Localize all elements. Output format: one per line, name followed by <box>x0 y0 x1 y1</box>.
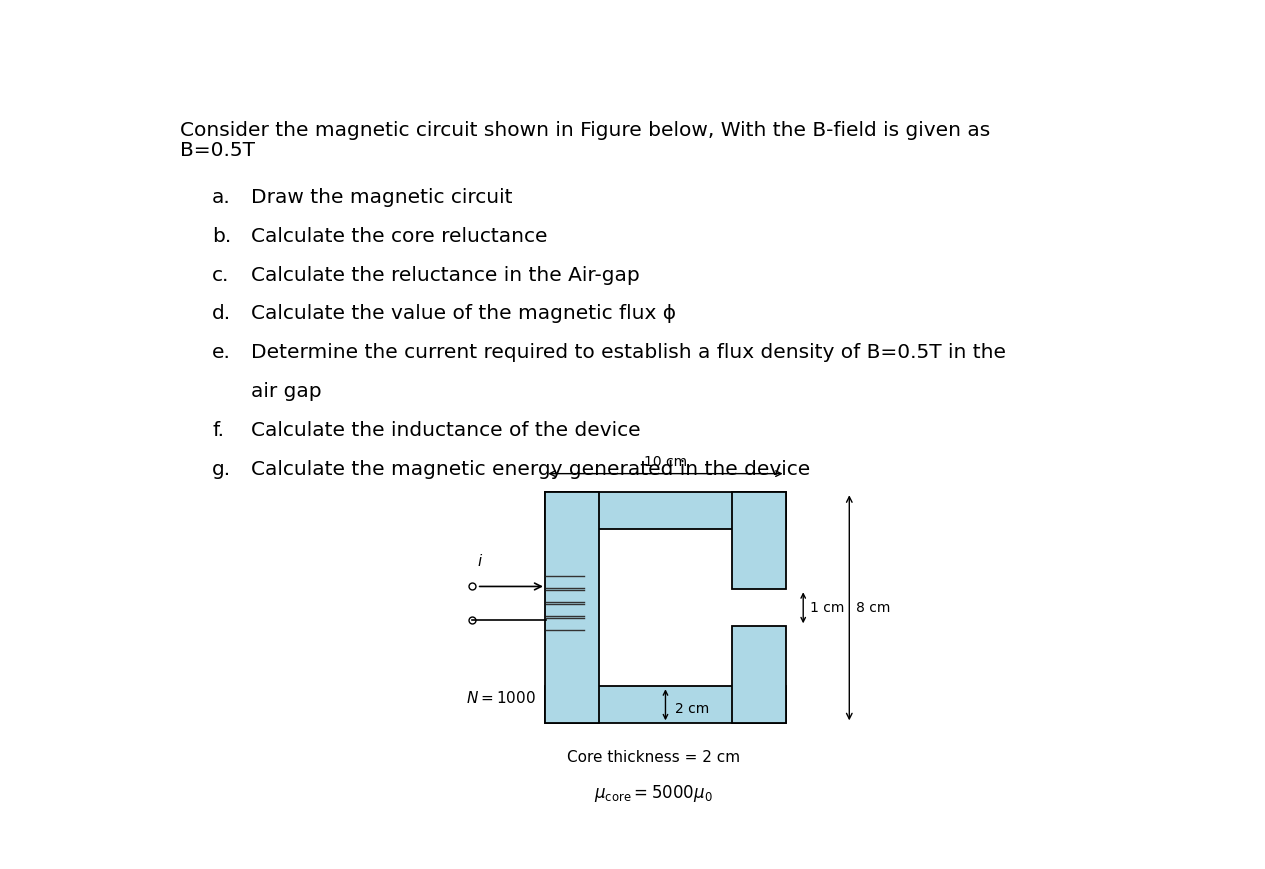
Bar <box>731 493 786 589</box>
Bar <box>545 493 786 529</box>
Text: 1 cm: 1 cm <box>810 600 845 614</box>
Text: a.: a. <box>213 188 230 207</box>
Text: 10 cm: 10 cm <box>644 455 687 469</box>
Text: Calculate the core reluctance: Calculate the core reluctance <box>252 227 548 246</box>
Text: $\mu_{\rm core} = 5000\mu_0$: $\mu_{\rm core} = 5000\mu_0$ <box>595 784 712 805</box>
Text: c.: c. <box>213 266 229 284</box>
Bar <box>545 687 786 723</box>
Text: B=0.5T: B=0.5T <box>180 141 254 160</box>
Text: g.: g. <box>213 460 231 479</box>
Text: air gap: air gap <box>252 382 321 401</box>
Text: $i$: $i$ <box>477 554 483 569</box>
Text: f.: f. <box>213 421 224 440</box>
Text: 2 cm: 2 cm <box>676 701 710 715</box>
Text: Calculate the value of the magnetic flux ϕ: Calculate the value of the magnetic flux… <box>252 304 677 323</box>
Bar <box>545 493 600 723</box>
Text: Calculate the reluctance in the Air-gap: Calculate the reluctance in the Air-gap <box>252 266 640 284</box>
Text: e.: e. <box>213 343 231 362</box>
Text: Core thickness = 2 cm: Core thickness = 2 cm <box>567 750 740 765</box>
Text: Draw the magnetic circuit: Draw the magnetic circuit <box>252 188 512 207</box>
Text: Calculate the inductance of the device: Calculate the inductance of the device <box>252 421 641 440</box>
Text: Consider the magnetic circuit shown in Figure below, With the B-field is given a: Consider the magnetic circuit shown in F… <box>180 121 990 140</box>
Text: $N = 1000$: $N = 1000$ <box>466 690 535 706</box>
Bar <box>731 627 786 723</box>
Text: 8 cm: 8 cm <box>856 600 891 614</box>
Text: Determine the current required to establish a flux density of B=0.5T in the: Determine the current required to establ… <box>252 343 1006 362</box>
Text: Calculate the magnetic energy generated in the device: Calculate the magnetic energy generated … <box>252 460 811 479</box>
Text: d.: d. <box>213 304 231 323</box>
Text: b.: b. <box>213 227 231 246</box>
